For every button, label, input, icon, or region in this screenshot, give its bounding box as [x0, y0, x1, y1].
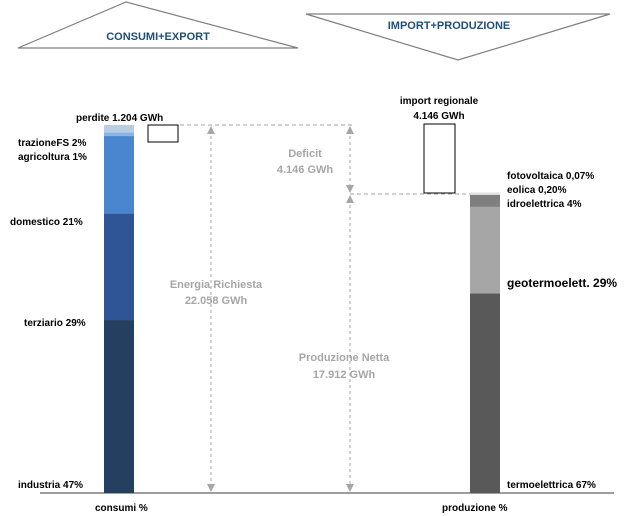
- produzione-arrowhead-top: [346, 195, 354, 203]
- consumi-segment-industria: [104, 320, 134, 493]
- category-consumi: consumi %: [95, 503, 148, 514]
- produzione-segment-idroelettrica: [470, 194, 500, 207]
- label-eolica: eolica 0,20%: [507, 185, 567, 196]
- consumi-segment-domestico: [104, 136, 134, 214]
- consumi-export-banner: [17, 1, 299, 49]
- energia-richiesta-title: Energia Richiesta: [170, 279, 263, 291]
- label-fotovoltaica: fotovoltaica 0,07%: [507, 171, 594, 182]
- label-trazionefs: trazioneFS 2%: [18, 138, 86, 149]
- produzione-arrowhead-bottom: [346, 484, 354, 492]
- label-import-value: 4.146 GWh: [413, 111, 464, 122]
- deficit-arrowhead-top: [346, 126, 354, 134]
- label-domestico: domestico 21%: [10, 217, 83, 228]
- consumi-export-title: CONSUMI+EXPORT: [106, 31, 210, 43]
- label-agricoltura: agricoltura 1%: [18, 152, 87, 163]
- label-industria: industria 47%: [18, 480, 83, 491]
- deficit-arrowhead-bottom: [346, 185, 354, 193]
- produzione-segment-eolica: [470, 193, 500, 195]
- produzione-netta-title: Produzione Netta: [299, 352, 390, 364]
- label-perdite: perdite 1.204 GWh: [76, 113, 163, 124]
- category-produzione: produzione %: [442, 503, 508, 514]
- consumi-segment-agricoltura: [104, 132, 134, 137]
- label-termoelettrica: termoelettrica 67%: [507, 480, 596, 491]
- produzione-segment-fotovoltaica: [470, 191, 500, 194]
- energia-richiesta-value: 22.058 GWh: [185, 295, 248, 307]
- consumi-segment-trazionefs: [104, 125, 134, 133]
- label-idroelettrica: idroelettrica 4%: [507, 199, 582, 210]
- import-box: [423, 123, 456, 194]
- produzione-segment-geotermoelett: [470, 206, 500, 294]
- import-produzione-banner: [305, 13, 611, 61]
- energia-arrowhead-bottom: [207, 484, 215, 492]
- import-produzione-title: IMPORT+PRODUZIONE: [388, 20, 511, 32]
- consumi-stacked-bar: [104, 125, 134, 493]
- produzione-stacked-bar: [470, 191, 500, 493]
- produzione-netta-value: 17.912 GWh: [313, 369, 376, 381]
- consumi-segment-terziario: [104, 213, 134, 321]
- deficit-value: 4.146 GWh: [277, 164, 334, 176]
- label-terziario: terziario 29%: [24, 318, 86, 329]
- label-geotermoelett: geotermoelett. 29%: [507, 276, 617, 290]
- perdite-box: [147, 124, 179, 143]
- energia-arrowhead-top: [207, 126, 215, 134]
- label-import-title: import regionale: [400, 96, 479, 107]
- produzione-segment-termoelettrica: [470, 293, 500, 493]
- deficit-title: Deficit: [288, 148, 322, 160]
